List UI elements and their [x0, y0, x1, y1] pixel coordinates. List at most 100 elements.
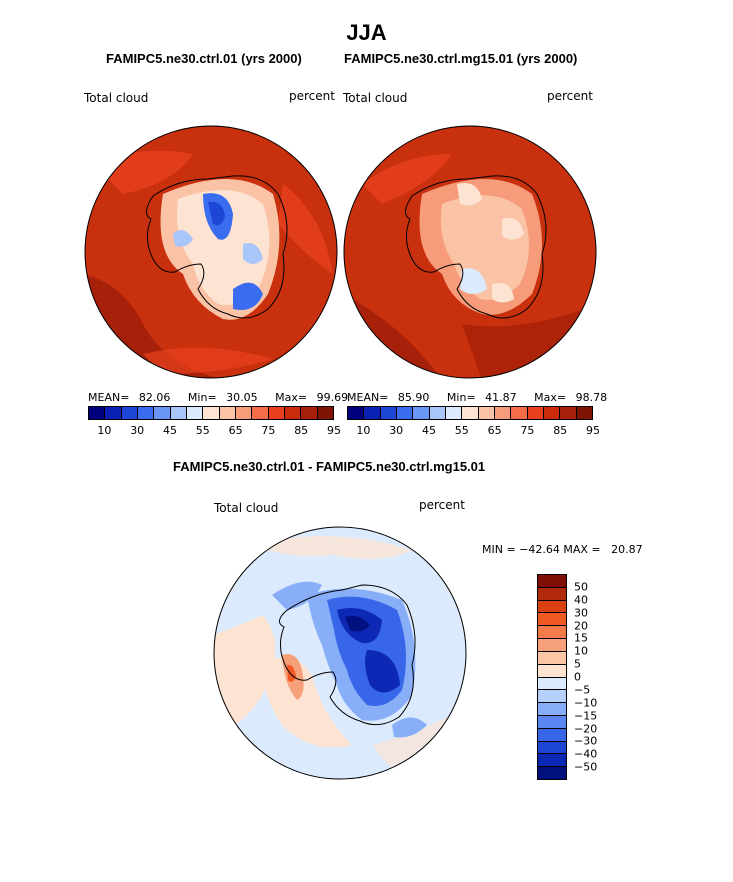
colorbar-diff-swatch [538, 600, 566, 614]
panel-2-max-label: Max= [534, 391, 567, 404]
panel-2-title: FAMIPC5.ne30.ctrl.mg15.01 (yrs 2000) [344, 51, 578, 66]
colorbar-panel-2-swatch [396, 407, 414, 419]
colorbar-panel-1-swatch [186, 407, 204, 419]
colorbar-panel-1-tick-label: 45 [163, 424, 177, 437]
colorbar-panel-2-swatch [527, 407, 544, 419]
colorbar-diff-swatch [538, 741, 566, 755]
colorbar-diff-label: 30 [574, 606, 588, 620]
colorbar-diff-swatch [538, 664, 566, 678]
colorbar-panel-2-swatch [445, 407, 463, 419]
colorbar-panel-1 [88, 406, 334, 420]
colorbar-diff-swatch [538, 690, 566, 704]
colorbar-panel-2-swatch [576, 407, 592, 419]
colorbar-diff-label: 40 [574, 593, 588, 607]
colorbar-diff-swatch [538, 626, 566, 640]
colorbar-panel-2-swatch [543, 407, 561, 419]
colorbar-panel-2-swatch [348, 407, 365, 419]
colorbar-panel-2-tick-label: 45 [422, 424, 436, 437]
colorbar-diff-label: −10 [574, 696, 598, 710]
panel-2-units: percent [547, 89, 593, 103]
colorbar-panel-2-tick-label: 75 [520, 424, 535, 437]
diff-panel-title: FAMIPC5.ne30.ctrl.01 - FAMIPC5.ne30.ctrl… [173, 459, 486, 474]
panel-2-mean-value: 85.90 [397, 391, 430, 404]
colorbar-diff-swatch [538, 575, 566, 588]
panel-2-min-value: 41.87 [485, 391, 517, 404]
colorbar-panel-1-tick-label: 95 [327, 424, 341, 437]
colorbar-diff-swatch [538, 677, 566, 691]
panel-1-units: percent [289, 89, 335, 103]
colorbar-diff-swatch [538, 639, 566, 652]
colorbar-panel-1-swatch [219, 407, 236, 419]
colorbar-diff-label: 5 [574, 657, 581, 671]
colorbar-diff-label: 0 [574, 670, 581, 684]
colorbar-panel-2-swatch [429, 407, 446, 419]
panel-1-max-label: Max= [275, 391, 308, 404]
colorbar-diff-swatch [538, 754, 566, 768]
colorbar-panel-2-swatch [413, 407, 430, 419]
panel-2-stats: MEAN= 85.90 Min= 41.87 Max= 98.78 [347, 391, 607, 404]
colorbar-panel-2-swatch [380, 407, 397, 419]
colorbar-panel-1-swatch [301, 407, 318, 419]
colorbar-diff-label: −50 [574, 760, 598, 774]
colorbar-diff-label: −20 [574, 722, 598, 735]
colorbar-diff-label: 20 [574, 619, 588, 632]
diff-panel-units: percent [419, 498, 465, 512]
panel-1-min-value: 30.05 [226, 391, 258, 404]
colorbar-panel-1-tick-label: 65 [228, 424, 243, 437]
colorbar-panel-1-tick-label: 55 [195, 424, 210, 437]
colorbar-panel-1-swatch [235, 407, 253, 419]
colorbar-panel-1-swatch [89, 407, 106, 419]
colorbar-panel-1-swatch [268, 407, 285, 419]
panel-1-title: FAMIPC5.ne30.ctrl.01 (yrs 2000) [106, 51, 302, 66]
map-diff [213, 526, 467, 780]
colorbar-panel-2 [347, 406, 593, 420]
colorbar-diff-label: −40 [574, 747, 598, 761]
colorbar-panel-1-tick-label: 85 [294, 424, 309, 437]
colorbar-panel-1-swatch [317, 407, 333, 419]
colorbar-diff-label: 15 [574, 631, 588, 645]
diff-minmax: MIN = −42.64 MAX = 20.87 [482, 543, 643, 556]
colorbar-panel-2-swatch [560, 407, 577, 419]
colorbar-diff-label: 50 [574, 580, 588, 594]
map-panel-2 [343, 125, 597, 379]
colorbar-diff-swatch [538, 613, 566, 627]
colorbar-panel-2-swatch [494, 407, 512, 419]
colorbar-panel-1-tick-label: 10 [97, 424, 112, 437]
panel-2-max-value: 98.78 [575, 391, 608, 404]
colorbar-panel-2-swatch [511, 407, 528, 419]
colorbar-panel-2-swatch [462, 407, 479, 419]
colorbar-panel-2-tick-label: 10 [356, 424, 371, 437]
colorbar-panel-2-tick-label: 55 [454, 424, 469, 437]
colorbar-diff-swatch [538, 715, 566, 729]
colorbar-panel-1-swatch [121, 407, 138, 419]
colorbar-panel-1-swatch [252, 407, 269, 419]
colorbar-panel-2-tick-label: 30 [389, 424, 404, 437]
panel-1-max-value: 99.69 [316, 391, 349, 404]
panel-1-variable: Total cloud [84, 91, 149, 105]
colorbar-panel-1-tick-label: 30 [130, 424, 145, 437]
colorbar-diff-swatch [538, 587, 566, 601]
colorbar-panel-1-swatch [170, 407, 187, 419]
colorbar-diff-swatch [538, 703, 566, 716]
colorbar-panel-2-swatch [364, 407, 381, 419]
colorbar-panel-2-tick-label: 95 [586, 424, 600, 437]
main-title: JJA [346, 20, 387, 45]
colorbar-diff-swatch [538, 728, 566, 742]
colorbar-panel-1-tick-label: 75 [261, 424, 276, 437]
colorbar-panel-1-swatch [203, 407, 220, 419]
colorbar-panel-2-tick-label: 65 [487, 424, 502, 437]
colorbar-diff-label: −15 [574, 709, 598, 723]
colorbar-diff-label: −5 [574, 683, 591, 697]
panel-2-min-label: Min= [446, 391, 476, 404]
colorbar-panel-1-swatch [105, 407, 122, 419]
panel-2-variable: Total cloud [343, 91, 408, 105]
colorbar-panel-1-swatch [284, 407, 302, 419]
diff-panel-variable: Total cloud [214, 501, 279, 515]
colorbar-panel-2-swatch [478, 407, 495, 419]
colorbar-diff-label: 10 [574, 644, 588, 658]
panel-1-stats: MEAN= 82.06 Min= 30.05 Max= 99.69 [88, 391, 348, 404]
colorbar-diff [537, 574, 567, 780]
panel-1-mean-value: 82.06 [138, 391, 171, 404]
map-panel-1 [84, 125, 338, 379]
colorbar-diff-swatch [538, 767, 566, 779]
